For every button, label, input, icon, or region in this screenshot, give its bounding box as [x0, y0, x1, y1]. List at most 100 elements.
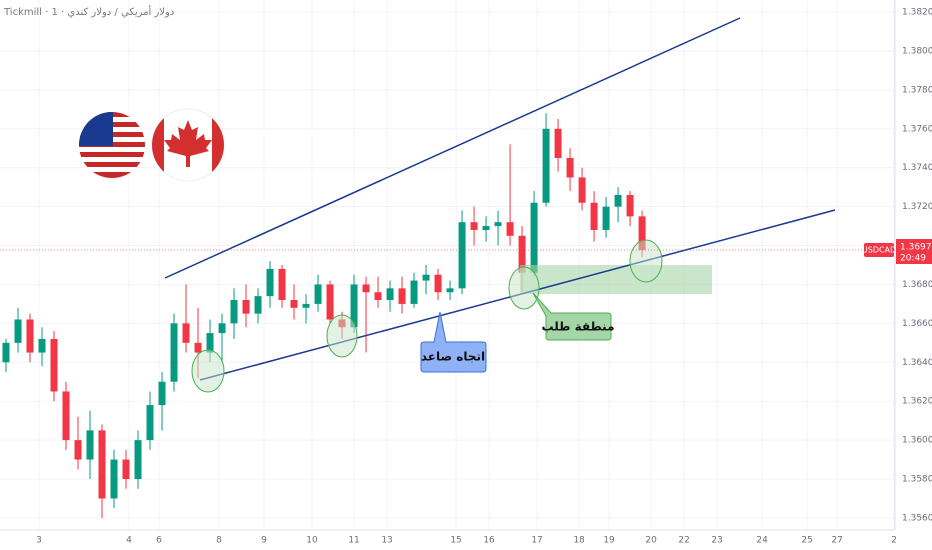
candle-body [194, 342, 202, 353]
candle-body [362, 284, 370, 293]
symbol-label: USDCAD [862, 246, 896, 255]
candle-body [518, 235, 526, 273]
candle-body [314, 284, 322, 304]
candle-body [398, 288, 406, 304]
candle-body [182, 323, 190, 343]
x-tick-label: 2 [891, 536, 897, 546]
candle-body [242, 300, 250, 314]
drawings: اتجاه صاعد منطقة طلب [164, 17, 836, 393]
candle-body [86, 430, 94, 460]
candle-body [278, 268, 286, 301]
x-tick-label: 18 [573, 536, 585, 546]
candle-body [542, 128, 550, 203]
candle-body [98, 430, 106, 499]
y-tick-label: 1.38200 [902, 8, 932, 18]
y-tick-label: 1.36000 [902, 436, 932, 446]
y-tick-label: 1.37200 [902, 202, 932, 212]
x-tick-label: 25 [801, 536, 812, 546]
candle-body [290, 300, 298, 308]
candle-body [386, 288, 394, 301]
x-tick-label: 22 [678, 536, 689, 546]
candle-body [458, 222, 466, 289]
symbol-badge [864, 243, 894, 258]
y-tick-label: 1.35600 [902, 513, 932, 523]
y-tick-label: 1.36400 [902, 358, 932, 368]
candle-body [38, 338, 46, 353]
candle-body [626, 194, 634, 217]
candle-body [110, 459, 118, 499]
x-tick-label: 13 [381, 536, 392, 546]
touch-circle [191, 349, 225, 393]
x-tick-label: 9 [261, 536, 267, 546]
candle-body [254, 296, 262, 314]
x-tick-label: 11 [348, 536, 359, 546]
candle-body [158, 381, 166, 406]
candles [2, 113, 646, 518]
candle-body [230, 300, 238, 324]
candle-body [134, 440, 142, 480]
candle-body [638, 216, 646, 251]
candle-body [122, 459, 130, 480]
candle-body [302, 303, 310, 308]
candle-body [206, 333, 214, 353]
x-tick-label: 27 [831, 536, 842, 546]
demand-zone [520, 265, 712, 294]
x-tick-label: 24 [756, 536, 768, 546]
x-tick-label: 10 [306, 536, 318, 546]
annotation: اتجاه صاعد [421, 350, 485, 364]
candle-body [326, 284, 334, 320]
touch-circle [629, 239, 663, 283]
callout [420, 311, 487, 373]
x-tick-label: 23 [711, 536, 722, 546]
price-badge [896, 239, 932, 265]
candle-body [170, 323, 178, 382]
candle-body [590, 202, 598, 230]
callout [532, 292, 612, 341]
candle-body [266, 268, 274, 297]
candle-body [554, 128, 562, 158]
candle-body [506, 222, 514, 236]
candle-body [374, 292, 382, 301]
candle-body [470, 222, 478, 230]
y-tick-label: 1.36800 [902, 280, 932, 290]
candle-body [146, 405, 154, 441]
x-tick-label: 20 [645, 536, 657, 546]
us-flag [79, 112, 145, 178]
x-tick-label: 3 [36, 536, 42, 546]
candle-body [2, 342, 10, 363]
y-tick-label: 1.36200 [902, 397, 932, 407]
x-tick-label: 6 [156, 536, 162, 546]
candle-body [26, 319, 34, 353]
candle-body [14, 319, 22, 343]
candle-body [530, 202, 538, 273]
x-tick-label: 8 [216, 536, 222, 546]
y-tick-label: 1.36600 [902, 319, 932, 329]
candle-body [410, 280, 418, 304]
candle-body [434, 274, 442, 293]
candle-body [446, 288, 454, 293]
price-label: 1.36977 [900, 243, 932, 253]
candle-body [602, 206, 610, 230]
candle-body [578, 177, 586, 203]
candle-body [74, 440, 82, 460]
candle-body [566, 157, 574, 178]
x-tick-label: 17 [531, 536, 542, 546]
countdown-label: 20:49 [900, 254, 926, 264]
y-tick-label: 1.37800 [902, 85, 932, 95]
candle-body [350, 284, 358, 328]
x-tick-label: 15 [450, 536, 461, 546]
touch-circle [326, 314, 358, 358]
y-tick-label: 1.37400 [902, 163, 932, 173]
y-tick-label: 1.38000 [902, 46, 932, 56]
candle-body [482, 226, 490, 230]
candle-body [494, 222, 502, 227]
y-tick-label: 1.37600 [902, 124, 932, 134]
annotation: منطقة طلب [541, 320, 614, 334]
candle-body [614, 194, 622, 207]
candle-body [62, 391, 70, 441]
header: Tickmill · 1 · دولار أمريكي / دولار كندي [3, 5, 174, 18]
canada-flag [151, 108, 225, 182]
upper-trendline [164, 17, 741, 279]
